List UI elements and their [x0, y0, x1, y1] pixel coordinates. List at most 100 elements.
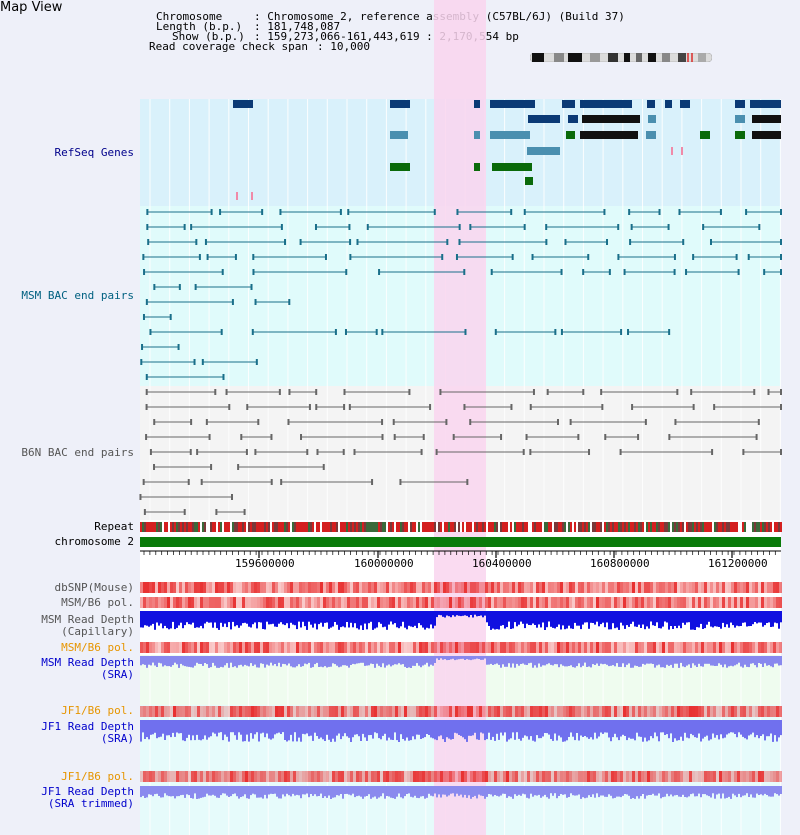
msm-b6-pol-heat [173, 597, 176, 608]
jf1-depth-trim [198, 786, 200, 799]
dbsnp-heat [452, 582, 455, 593]
jf1-b6-pol-heat [311, 706, 314, 717]
jf1-b6-pol-heat [293, 706, 296, 717]
jf1-b6-pol2-heat [242, 771, 245, 782]
jf1-depth-sra [628, 720, 630, 738]
jf1-depth-trim [144, 786, 146, 798]
msm-b6-pol-heat [647, 597, 650, 608]
b6n-bac-pair-end [569, 419, 572, 425]
jf1-depth-trim [460, 786, 462, 795]
msm-depth-sra [172, 656, 174, 666]
repeat-bar [764, 522, 766, 532]
repeat-bar [460, 522, 462, 532]
dbsnp-heat [470, 582, 473, 593]
jf1-b6-pol2-heat [362, 771, 365, 782]
jf1-b6-pol-heat [224, 706, 227, 717]
msm-b6-pol-heat [395, 597, 398, 608]
msm-b6-pol2-heat [626, 642, 629, 653]
jf1-b6-pol2-heat [680, 771, 683, 782]
jf1-b6-pol2-heat [383, 771, 386, 782]
repeat-bar [232, 522, 234, 532]
dbsnp-heat [746, 582, 749, 593]
msm-depth-capillary [528, 611, 530, 625]
dbsnp-heat [266, 582, 269, 593]
msm-b6-pol-heat [341, 597, 344, 608]
repeat-bar [188, 522, 190, 532]
b6n-bac-pair-end [546, 389, 549, 395]
msm-depth-sra [370, 656, 372, 664]
msm-b6-pol2-heat [386, 642, 389, 653]
dbsnp-heat [236, 582, 239, 593]
jf1-depth-trim [478, 786, 480, 795]
repeat-bar [226, 522, 228, 532]
jf1-depth-trim [262, 786, 264, 799]
repeat-bar [316, 522, 318, 532]
msm-b6-pol2-heat [581, 642, 584, 653]
msm-depth-sra [200, 656, 202, 664]
jf1-b6-pol2-heat [488, 771, 491, 782]
jf1-b6-pol2-heat [422, 771, 425, 782]
dbsnp-heat [317, 582, 320, 593]
msm-b6-pol2-heat [227, 642, 230, 653]
dbsnp-heat [458, 582, 461, 593]
jf1-b6-pol-heat [191, 706, 194, 717]
jf1-depth-trim [360, 786, 362, 797]
repeat-bar [178, 522, 180, 532]
msm-depth-capillary [258, 611, 260, 623]
repeat-bar [774, 522, 776, 532]
jf1-depth-trim [142, 786, 144, 796]
dbsnp-heat [398, 582, 401, 593]
msm-b6-pol2-heat [338, 642, 341, 653]
jf1-b6-pol-heat [638, 706, 641, 717]
dbsnp-heat [251, 582, 254, 593]
jf1-depth-trim [224, 786, 226, 794]
msm-depth-sra [202, 656, 204, 666]
jf1-b6-pol-heat [299, 706, 302, 717]
b6n-bac-pair-end [145, 434, 148, 440]
msm-depth-sra [660, 656, 662, 668]
jf1-depth-sra [276, 720, 278, 734]
msm-b6-pol-heat [281, 597, 284, 608]
msm-b6-pol-heat [332, 597, 335, 608]
jf1-depth-trim [150, 786, 152, 795]
refseq-gene [680, 100, 690, 108]
msm-depth-sra [758, 656, 760, 663]
repeat-bar [624, 522, 626, 532]
jf1-depth-sra [750, 720, 752, 735]
jf1-b6-pol2-heat [686, 771, 689, 782]
jf1-b6-pol2-heat [308, 771, 311, 782]
dbsnp-heat [170, 582, 173, 593]
msm-depth-sra [682, 656, 684, 667]
msm-depth-sra [438, 656, 440, 660]
msm-depth-capillary [652, 611, 654, 626]
jf1-depth-trim [382, 786, 384, 794]
msm-b6-pol-heat [368, 597, 371, 608]
repeat-bar [604, 522, 606, 532]
msm-bac-pair-end [582, 269, 585, 275]
jf1-b6-pol2-heat [761, 771, 764, 782]
msm-b6-pol2-heat [290, 642, 293, 653]
msm-depth-capillary [464, 611, 466, 616]
msm-bac-pair-end [221, 269, 224, 275]
msm-depth-sra [436, 656, 438, 659]
jf1-depth-sra [274, 720, 276, 735]
msm-depth-capillary [644, 611, 646, 630]
dbsnp-heat [599, 582, 602, 593]
msm-depth-capillary [404, 611, 406, 628]
msm-b6-pol2-heat [479, 642, 482, 653]
repeat-bar [158, 522, 160, 532]
msm-b6-pol2-heat [539, 642, 542, 653]
jf1-depth-trim [184, 786, 186, 798]
msm-b6-pol2-heat [188, 642, 191, 653]
msm-depth-capillary [762, 611, 764, 627]
chromosome-ideogram[interactable] [530, 53, 712, 62]
msm-depth-sra [590, 656, 592, 668]
msm-depth-sra [428, 656, 430, 667]
msm-depth-capillary [686, 611, 688, 623]
msm-depth-sra [696, 656, 698, 667]
jf1-b6-pol-heat [173, 706, 176, 717]
msm-bac-pair-end [314, 224, 317, 230]
jf1-b6-pol2-heat [524, 771, 527, 782]
b6n-bac-pair-end [208, 434, 211, 440]
